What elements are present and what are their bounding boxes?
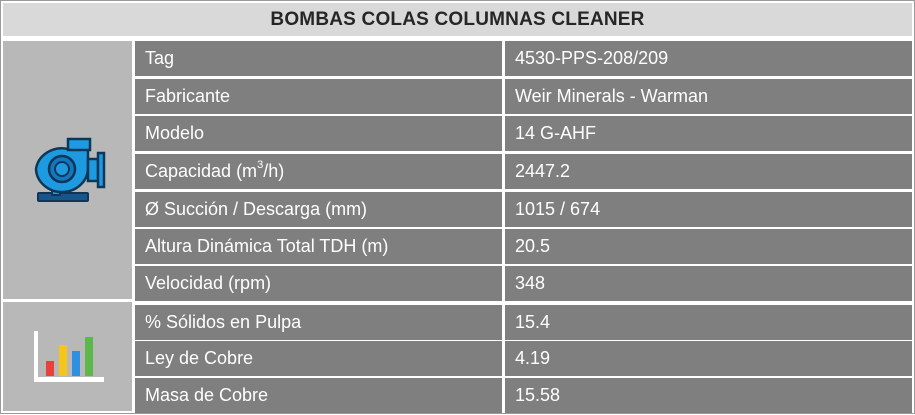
capacidad-label-superscript: 3 [257, 159, 264, 171]
row-label-velocidad: Velocidad (rpm) [135, 266, 502, 301]
row-label-succion-descarga: Ø Succión / Descarga (mm) [135, 192, 502, 227]
row-value-capacidad: 2447.2 [505, 154, 912, 189]
row-value-tdh: 20.5 [505, 229, 912, 264]
row-value-fabricante: Weir Minerals - Warman [505, 79, 912, 114]
table-title: BOMBAS COLAS COLUMNAS CLEANER [3, 3, 912, 36]
bar-chart-icon [33, 330, 104, 382]
row-value-solidos: 15.4 [505, 305, 912, 340]
row-value-modelo: 14 G-AHF [505, 116, 912, 151]
table-row: % Sólidos en Pulpa 15.4 [135, 305, 912, 340]
row-label-fabricante: Fabricante [135, 79, 502, 114]
row-label-ley-cobre: Ley de Cobre [135, 341, 502, 376]
pump-icon-cell [3, 41, 132, 299]
row-label-masa-cobre: Masa de Cobre [135, 378, 502, 413]
row-value-ley-cobre: 4.19 [505, 341, 912, 376]
row-value-velocidad: 348 [505, 266, 912, 301]
row-label-tag: Tag [135, 41, 502, 76]
capacidad-label-text: Capacidad (m [145, 161, 258, 181]
row-value-succion-descarga: 1015 / 674 [505, 192, 912, 227]
capacidad-label-unit: /h) [263, 161, 285, 181]
table-row: Ley de Cobre 4.19 [135, 341, 912, 376]
table-row: Velocidad (rpm) 348 [135, 266, 912, 301]
table-row: Capacidad (m3/h) 2447.2 [135, 154, 912, 189]
chart-icon-cell [3, 302, 132, 411]
table-row: Altura Dinámica Total TDH (m) 20.5 [135, 229, 912, 264]
table-row: Fabricante Weir Minerals - Warman [135, 79, 912, 114]
row-value-masa-cobre: 15.58 [505, 378, 912, 413]
pump-icon [34, 137, 105, 202]
table-row: Ø Succión / Descarga (mm) 1015 / 674 [135, 192, 912, 227]
table-row: Tag 4530-PPS-208/209 [135, 41, 912, 76]
row-label-tdh: Altura Dinámica Total TDH (m) [135, 229, 502, 264]
row-label-capacidad: Capacidad (m3/h) [135, 154, 502, 189]
table-row: Modelo 14 G-AHF [135, 116, 912, 151]
row-label-solidos: % Sólidos en Pulpa [135, 305, 502, 340]
row-value-tag: 4530-PPS-208/209 [505, 41, 912, 76]
table-row: Masa de Cobre 15.58 [135, 378, 912, 413]
row-label-modelo: Modelo [135, 116, 502, 151]
